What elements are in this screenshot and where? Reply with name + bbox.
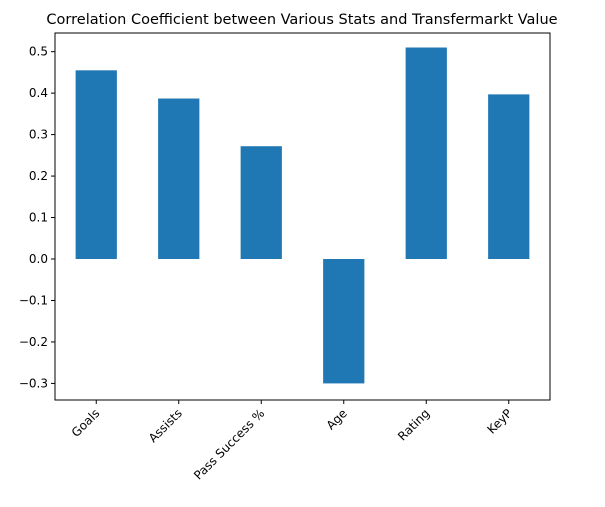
y-tick-label: −0.1: [19, 293, 48, 307]
x-tick-label: Assists: [146, 406, 185, 445]
y-tick-label: 0.0: [29, 252, 48, 266]
bar-age: [323, 259, 365, 384]
bars-group: [75, 47, 530, 384]
y-tick-label: −0.3: [19, 376, 48, 390]
y-tick-label: 0.2: [29, 169, 48, 183]
bar-keyp: [488, 94, 530, 260]
y-axis: −0.3 −0.2 −0.1 0.0 0.1 0.2 0.3 0.4 0.5: [19, 45, 55, 390]
y-tick-label: 0.4: [29, 86, 48, 100]
bar-assists: [158, 98, 200, 260]
bar-goals: [75, 70, 117, 260]
x-axis: Goals Assists Pass Success % Age Rating KeyP: [69, 400, 515, 483]
bar-pass-success: [240, 146, 282, 260]
x-tick-label: Age: [324, 406, 350, 432]
y-tick-label: 0.3: [29, 128, 48, 142]
y-tick-label: −0.2: [19, 335, 48, 349]
x-tick-label: KeyP: [484, 406, 514, 436]
x-tick-label: Rating: [395, 406, 432, 443]
plot-frame: [54, 32, 551, 401]
y-tick-label: 0.1: [29, 211, 48, 225]
x-tick-label: Goals: [69, 406, 103, 440]
y-tick-label: 0.5: [29, 45, 48, 59]
chart-title: Correlation Coefficient between Various …: [46, 12, 557, 28]
x-tick-label: Pass Success %: [191, 406, 267, 482]
bar-rating: [405, 47, 447, 260]
